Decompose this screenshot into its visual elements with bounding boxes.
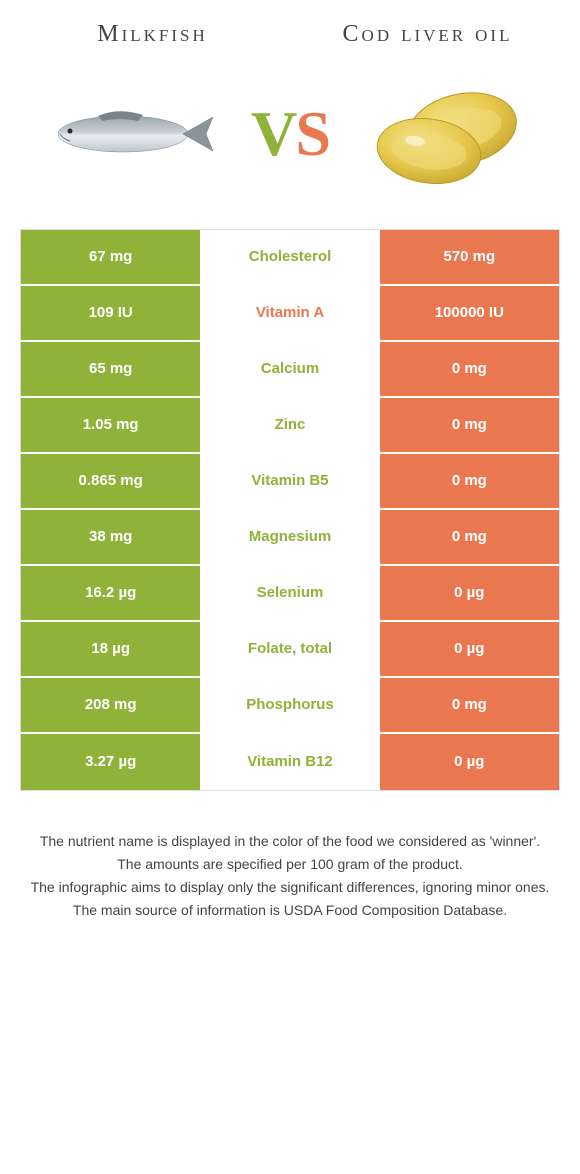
value-left: 65 mg bbox=[21, 342, 200, 396]
nutrient-label: Cholesterol bbox=[200, 230, 379, 284]
footer-line: The main source of information is USDA F… bbox=[30, 900, 550, 921]
value-left: 18 µg bbox=[21, 622, 200, 676]
value-right: 0 µg bbox=[380, 734, 559, 790]
value-right: 570 mg bbox=[380, 230, 559, 284]
value-left: 109 IU bbox=[21, 286, 200, 340]
nutrient-label: Vitamin B5 bbox=[200, 454, 379, 508]
value-right: 0 mg bbox=[380, 398, 559, 452]
value-left: 67 mg bbox=[21, 230, 200, 284]
nutrient-label: Phosphorus bbox=[200, 678, 379, 732]
value-right: 0 mg bbox=[380, 342, 559, 396]
value-right: 0 mg bbox=[380, 678, 559, 732]
header-left: Milkfish bbox=[15, 21, 290, 48]
value-left: 0.865 mg bbox=[21, 454, 200, 508]
table-row: 208 mgPhosphorus0 mg bbox=[21, 678, 559, 734]
vs-v: V bbox=[251, 98, 295, 169]
value-right: 0 µg bbox=[380, 622, 559, 676]
table-row: 109 IUVitamin A100000 IU bbox=[21, 286, 559, 342]
footer-line: The infographic aims to display only the… bbox=[30, 877, 550, 898]
nutrient-label: Selenium bbox=[200, 566, 379, 620]
value-left: 1.05 mg bbox=[21, 398, 200, 452]
table-row: 0.865 mgVitamin B50 mg bbox=[21, 454, 559, 510]
value-right: 0 µg bbox=[380, 566, 559, 620]
value-left: 38 mg bbox=[21, 510, 200, 564]
value-left: 3.27 µg bbox=[21, 734, 200, 790]
vs-s: S bbox=[295, 98, 329, 169]
table-row: 38 mgMagnesium0 mg bbox=[21, 510, 559, 566]
value-left: 16.2 µg bbox=[21, 566, 200, 620]
value-right: 0 mg bbox=[380, 510, 559, 564]
table-row: 18 µgFolate, total0 µg bbox=[21, 622, 559, 678]
milkfish-image bbox=[25, 99, 241, 169]
value-left: 208 mg bbox=[21, 678, 200, 732]
table-row: 65 mgCalcium0 mg bbox=[21, 342, 559, 398]
nutrient-label: Vitamin B12 bbox=[200, 734, 379, 790]
images-row: VS bbox=[15, 79, 565, 189]
header-row: Milkfish Cod liver oil bbox=[15, 20, 565, 49]
footer-notes: The nutrient name is displayed in the co… bbox=[15, 831, 565, 921]
table-row: 3.27 µgVitamin B120 µg bbox=[21, 734, 559, 790]
nutrient-label: Zinc bbox=[200, 398, 379, 452]
capsule-icon bbox=[367, 79, 527, 189]
value-right: 0 mg bbox=[380, 454, 559, 508]
table-row: 67 mgCholesterol570 mg bbox=[21, 230, 559, 286]
nutrient-label: Folate, total bbox=[200, 622, 379, 676]
footer-line: The nutrient name is displayed in the co… bbox=[30, 831, 550, 852]
footer-line: The amounts are specified per 100 gram o… bbox=[30, 854, 550, 875]
value-right: 100000 IU bbox=[380, 286, 559, 340]
nutrient-label: Calcium bbox=[200, 342, 379, 396]
fish-icon bbox=[48, 99, 218, 169]
cod-liver-oil-image bbox=[339, 79, 555, 189]
nutrient-table: 67 mgCholesterol570 mg109 IUVitamin A100… bbox=[20, 229, 560, 791]
table-row: 1.05 mgZinc0 mg bbox=[21, 398, 559, 454]
table-row: 16.2 µgSelenium0 µg bbox=[21, 566, 559, 622]
vs-label: VS bbox=[241, 97, 339, 171]
header-right: Cod liver oil bbox=[290, 20, 565, 49]
nutrient-label: Vitamin A bbox=[200, 286, 379, 340]
nutrient-label: Magnesium bbox=[200, 510, 379, 564]
